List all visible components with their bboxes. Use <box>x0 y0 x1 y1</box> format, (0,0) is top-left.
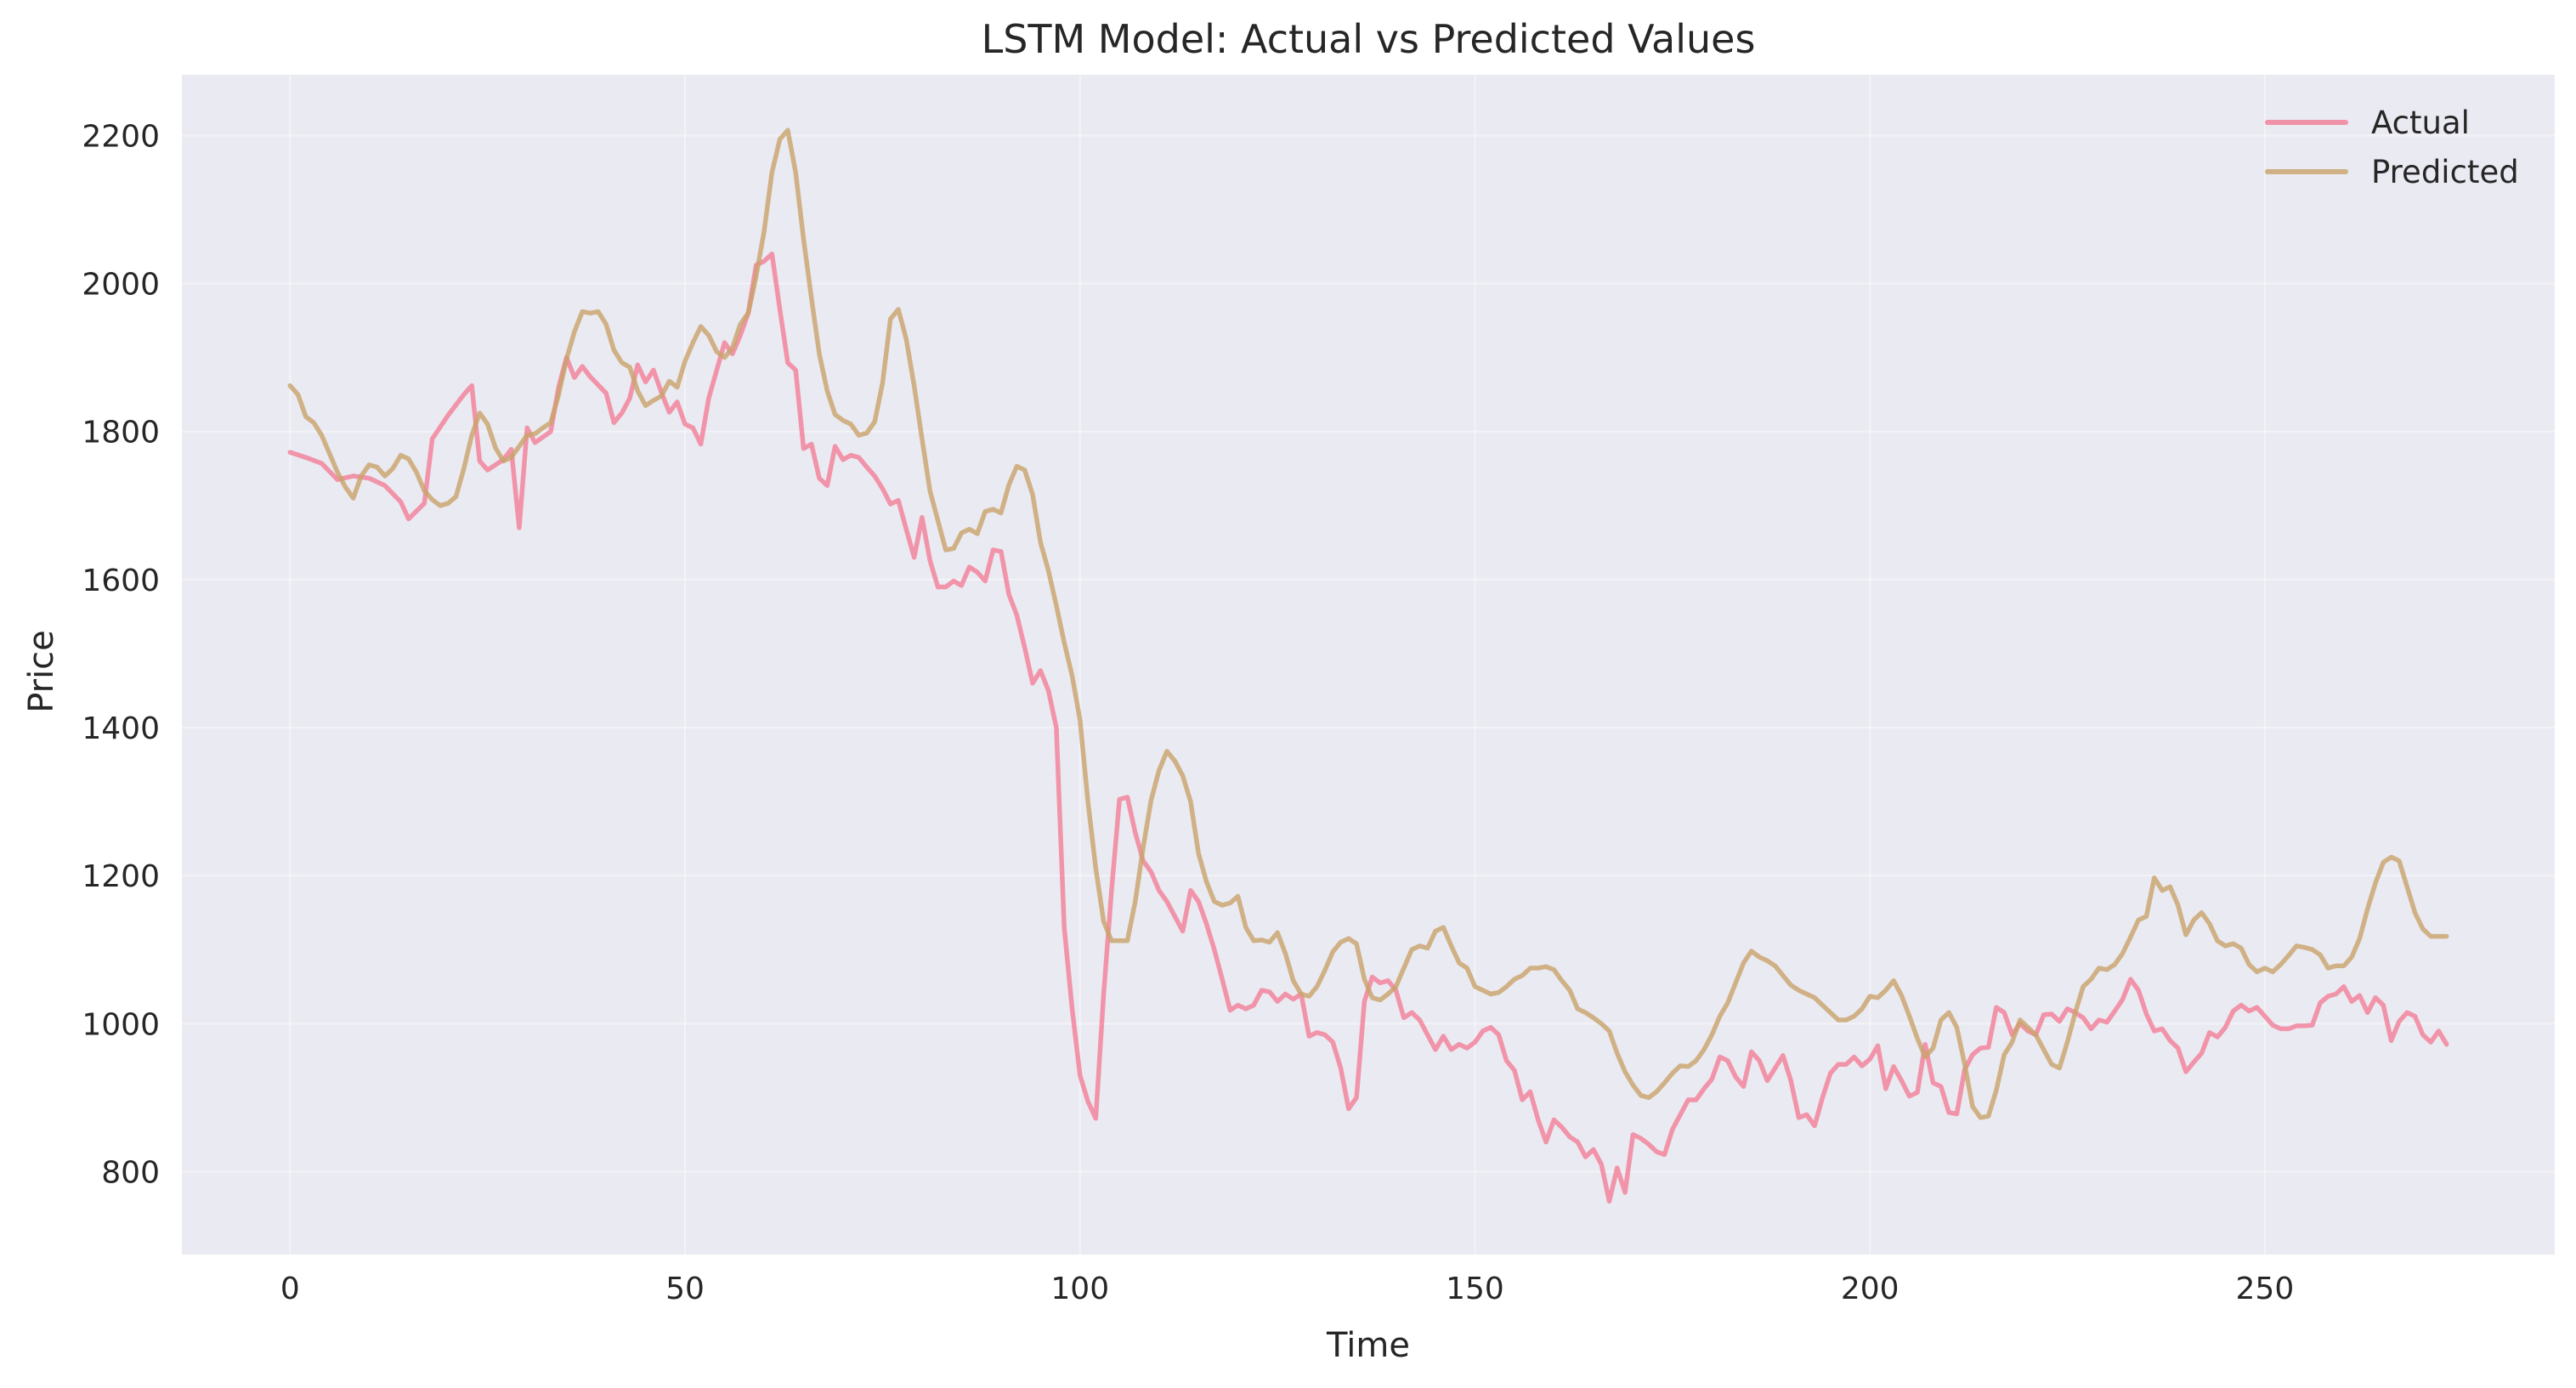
chart-title: LSTM Model: Actual vs Predicted Values <box>982 16 1756 62</box>
y-tick-label: 1000 <box>82 1007 160 1042</box>
y-tick-label: 2200 <box>82 119 160 154</box>
grid <box>182 75 2555 1255</box>
y-tick-label: 2000 <box>82 268 160 303</box>
x-tick-label: 200 <box>1841 1272 1899 1306</box>
y-tick-label: 800 <box>101 1155 160 1190</box>
y-axis-label: Price <box>22 630 61 713</box>
y-tick-label: 1800 <box>82 416 160 450</box>
x-axis-label: Time <box>1326 1326 1410 1365</box>
legend-label-predicted: Predicted <box>2371 154 2519 190</box>
series-line-actual <box>287 251 2449 1204</box>
x-tick-label: 0 <box>280 1272 300 1306</box>
legend: Actual Predicted <box>2265 105 2519 190</box>
legend-label-actual: Actual <box>2371 105 2470 141</box>
plot-area <box>182 75 2555 1255</box>
x-tick-label: 50 <box>665 1272 705 1306</box>
y-tick-label: 1600 <box>82 564 160 598</box>
y-tick-label: 1400 <box>82 711 160 746</box>
x-tick-label: 150 <box>1446 1272 1504 1306</box>
y-tick-label: 1200 <box>82 859 160 894</box>
series-line-predicted <box>287 127 2449 1120</box>
x-tick-label: 100 <box>1050 1272 1109 1306</box>
tick-labels: 0 50 100 150 200 250 800 1000 1200 1400 1600 1800 20… <box>82 119 2294 1306</box>
x-tick-label: 250 <box>2236 1272 2295 1306</box>
series-lines <box>287 127 2449 1204</box>
